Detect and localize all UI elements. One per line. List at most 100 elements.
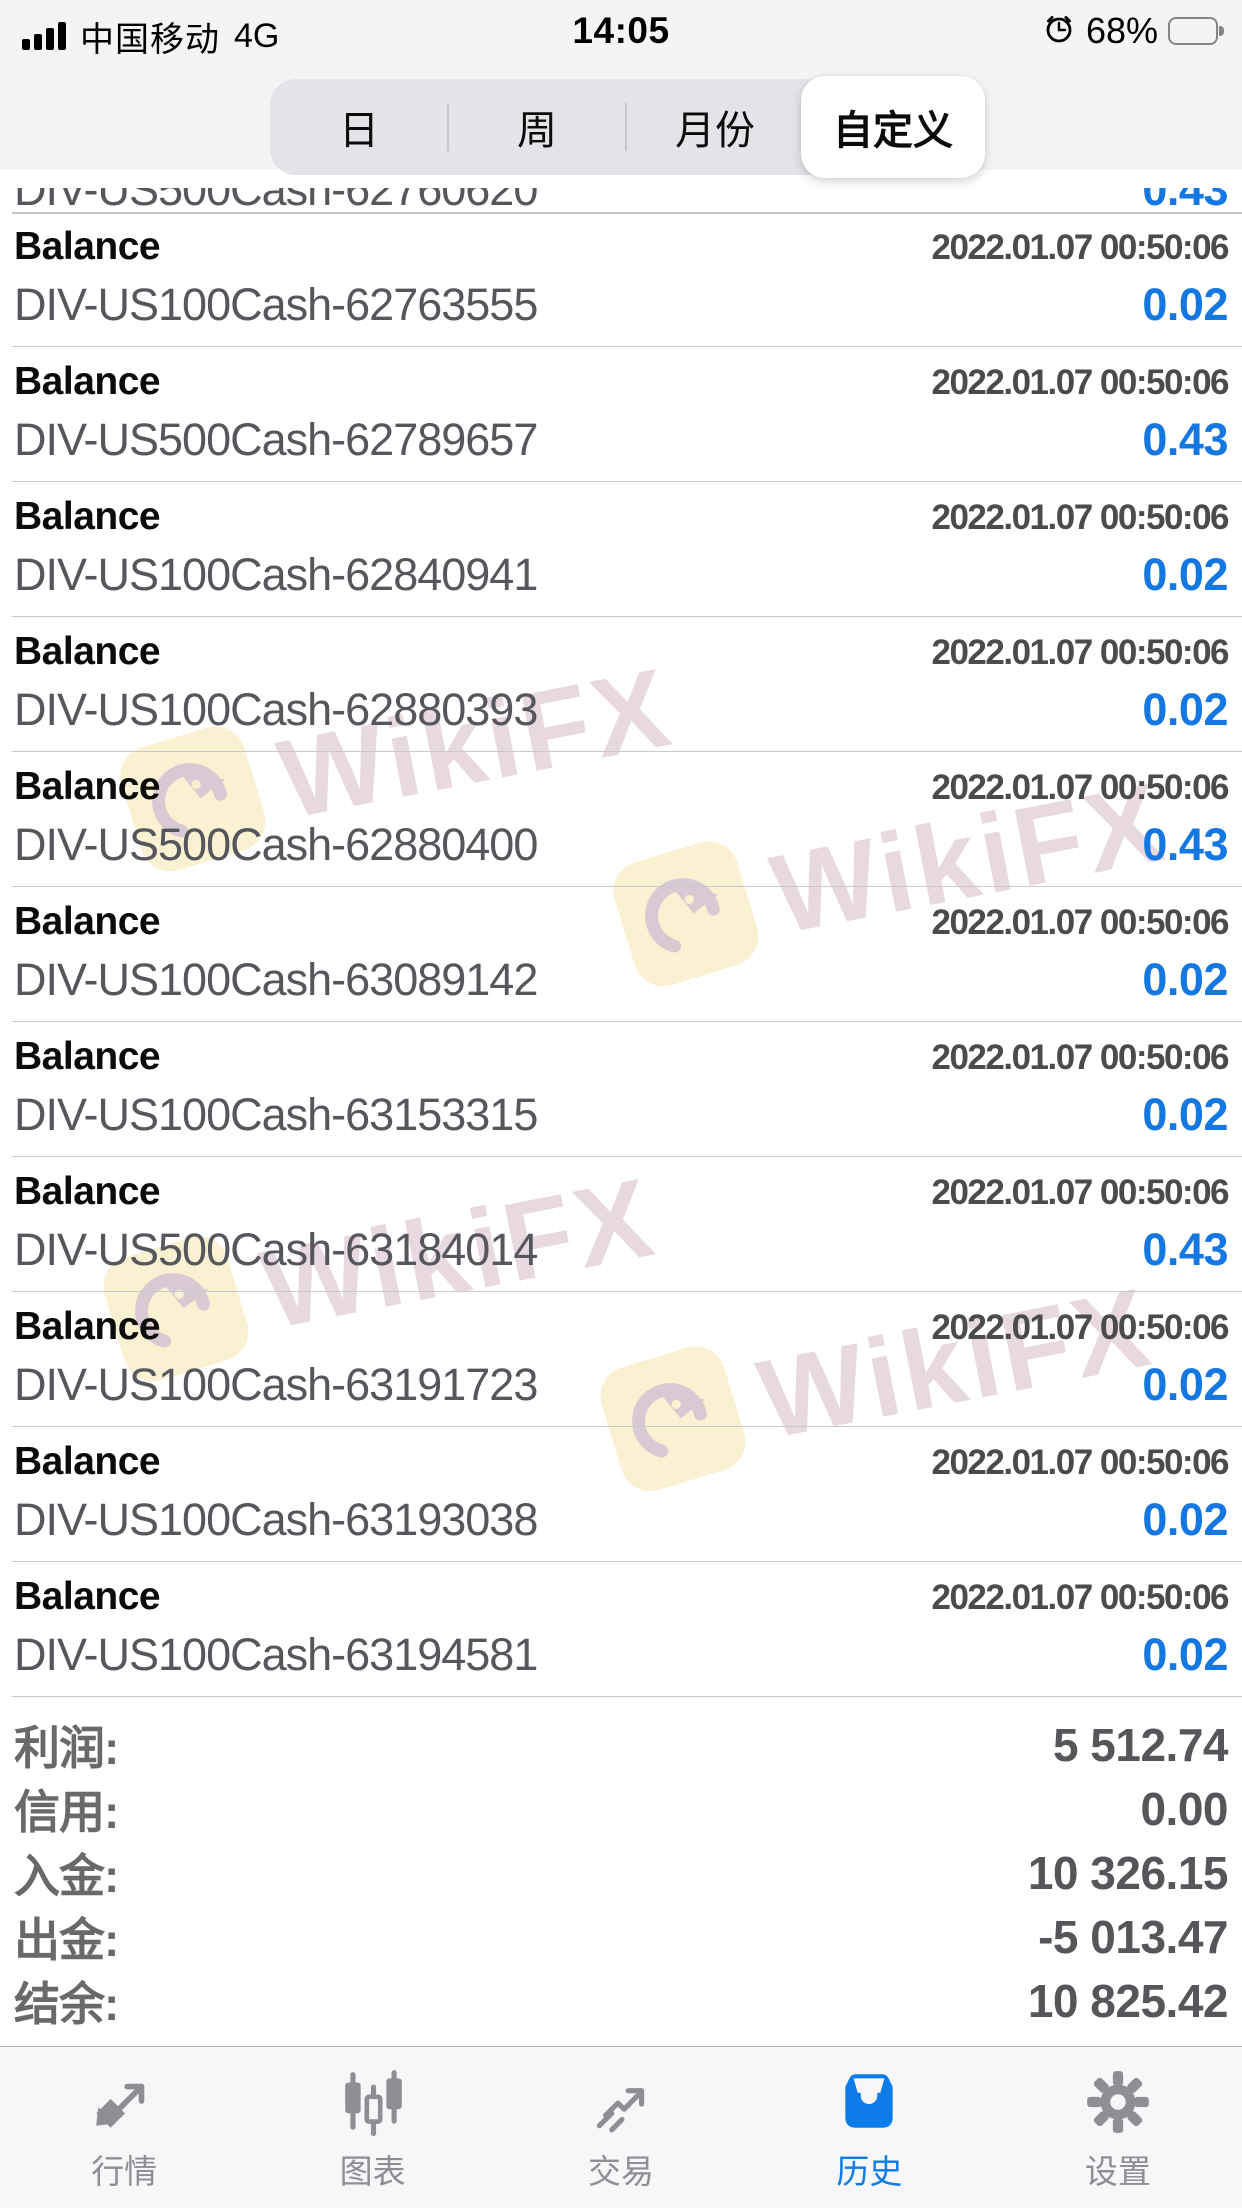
- header: 中国移动 4G 14:05 68%: [0, 0, 1242, 178]
- network-type-label: 4G: [234, 17, 280, 55]
- segment-divider: [447, 103, 449, 151]
- row-datetime: 2022.01.07 00:50:06: [931, 363, 1230, 402]
- row-value: 0.43: [1142, 414, 1228, 465]
- row-value: 0.02: [1142, 1629, 1228, 1680]
- summary-label: 信用:: [14, 1786, 119, 1838]
- candlestick-chart-icon: [332, 2061, 414, 2143]
- battery-icon: [1168, 17, 1224, 45]
- summary-label: 利润:: [14, 1722, 119, 1774]
- summary-value: 10 326.15: [1027, 1847, 1229, 1899]
- row-datetime: 2022.01.07 00:50:06: [931, 228, 1230, 267]
- row-ticket: DIV-US100Cash-63193038: [14, 1494, 538, 1545]
- status-bar: 中国移动 4G 14:05 68%: [0, 0, 1242, 62]
- summary-label: 入金:: [14, 1850, 119, 1902]
- row-value: 0.02: [1142, 954, 1228, 1005]
- tab-history[interactable]: 历史: [745, 2047, 993, 2208]
- signal-strength-icon: [22, 21, 66, 52]
- summary-line: 利润: 5 512.74: [14, 1713, 1229, 1777]
- history-row-clipped[interactable]: DIV-US500Cash-62760620 0.43: [0, 188, 1242, 212]
- row-ticket: DIV-US500Cash-62789657: [14, 414, 538, 465]
- summary-label: 结余:: [14, 1978, 119, 2030]
- row-ticket: DIV-US100Cash-63191723: [14, 1359, 538, 1410]
- row-type: Balance: [14, 1170, 161, 1213]
- bottom-tab-bar: 行情 图表: [0, 2046, 1242, 2208]
- quotes-arrows-icon: [83, 2061, 165, 2143]
- tab-settings[interactable]: 设置: [994, 2047, 1242, 2208]
- summary-line: 信用: 0.00: [14, 1777, 1228, 1841]
- row-value: 0.43: [1142, 188, 1228, 212]
- row-type: Balance: [14, 495, 161, 538]
- account-summary: 利润: 5 512.74 信用: 0.00 入金: 10 326.15 出金: …: [0, 1697, 1242, 2046]
- trade-arrow-icon: [580, 2061, 662, 2143]
- row-datetime: 2022.01.07 00:50:06: [931, 903, 1230, 942]
- history-row[interactable]: Balance 2022.01.07 00:50:06 DIV-US100Cas…: [0, 1292, 1242, 1427]
- row-type: Balance: [14, 1035, 161, 1078]
- history-row[interactable]: Balance 2022.01.07 00:50:06 DIV-US100Cas…: [0, 1022, 1242, 1157]
- row-datetime: 2022.01.07 00:50:06: [931, 1038, 1230, 1077]
- tab-charts[interactable]: 图表: [248, 2047, 496, 2208]
- summary-value: -5 013.47: [1038, 1911, 1228, 1963]
- period-segmented-control: 日 周 月份 自定义: [270, 76, 985, 178]
- tab-trade[interactable]: 交易: [497, 2047, 745, 2208]
- row-datetime: 2022.01.07 00:50:06: [931, 1443, 1230, 1482]
- row-ticket: DIV-US100Cash-62840941: [14, 549, 538, 600]
- tab-quotes[interactable]: 行情: [0, 2047, 248, 2208]
- row-type: Balance: [14, 1575, 161, 1618]
- row-datetime: 2022.01.07 00:50:06: [931, 498, 1230, 537]
- selected-segment-thumb: [801, 76, 985, 178]
- row-type: Balance: [14, 1305, 161, 1348]
- tab-label: 历史: [836, 2153, 903, 2190]
- history-row[interactable]: Balance 2022.01.07 00:50:06 DIV-US100Cas…: [0, 617, 1242, 752]
- history-row[interactable]: Balance 2022.01.07 00:50:06 DIV-US500Cas…: [0, 1157, 1242, 1292]
- row-type: Balance: [14, 630, 161, 673]
- row-ticket: DIV-US100Cash-62880393: [14, 684, 538, 735]
- tab-label: 图表: [339, 2153, 406, 2190]
- row-value: 0.02: [1142, 1494, 1228, 1545]
- gear-icon: [1077, 2061, 1159, 2143]
- tab-custom[interactable]: 自定义: [833, 109, 953, 153]
- battery-percent-label: 68%: [1085, 10, 1158, 51]
- tab-day[interactable]: 日: [339, 109, 379, 153]
- row-ticket: DIV-US500Cash-62760620: [14, 188, 538, 212]
- row-type: Balance: [14, 225, 161, 268]
- tab-month[interactable]: 月份: [675, 109, 755, 153]
- row-ticket: DIV-US500Cash-62880400: [14, 819, 538, 870]
- row-value: 0.02: [1142, 279, 1228, 330]
- clock-label: 14:05: [572, 10, 670, 51]
- row-datetime: 2022.01.07 00:50:06: [931, 768, 1230, 807]
- history-row[interactable]: Balance 2022.01.07 00:50:06 DIV-US100Cas…: [0, 1562, 1242, 1697]
- history-row[interactable]: Balance 2022.01.07 00:50:06 DIV-US500Cas…: [0, 752, 1242, 887]
- row-type: Balance: [14, 900, 161, 943]
- tab-label: 行情: [91, 2153, 158, 2190]
- divider: [12, 212, 1242, 214]
- row-ticket: DIV-US100Cash-63153315: [14, 1089, 538, 1140]
- row-value: 0.02: [1142, 684, 1228, 735]
- row-value: 0.43: [1142, 819, 1228, 870]
- row-datetime: 2022.01.07 00:50:06: [931, 633, 1230, 672]
- segment-divider: [625, 103, 627, 151]
- history-row[interactable]: Balance 2022.01.07 00:50:06 DIV-US500Cas…: [0, 347, 1242, 482]
- summary-label: 出金:: [14, 1914, 119, 1966]
- summary-line: 入金: 10 326.15: [14, 1841, 1229, 1905]
- row-ticket: DIV-US100Cash-63194581: [14, 1629, 538, 1680]
- history-row[interactable]: Balance 2022.01.07 00:50:06 DIV-US100Cas…: [0, 212, 1242, 347]
- history-box-icon: [828, 2061, 910, 2143]
- row-value: 0.43: [1142, 1224, 1228, 1275]
- tab-label: 设置: [1084, 2153, 1151, 2190]
- row-type: Balance: [14, 360, 161, 403]
- history-rows: Balance 2022.01.07 00:50:06 DIV-US100Cas…: [0, 212, 1242, 1697]
- history-row[interactable]: Balance 2022.01.07 00:50:06 DIV-US100Cas…: [0, 887, 1242, 1022]
- tab-week[interactable]: 周: [517, 109, 557, 153]
- history-row[interactable]: Balance 2022.01.07 00:50:06 DIV-US100Cas…: [0, 1427, 1242, 1562]
- row-ticket: DIV-US100Cash-63089142: [14, 954, 538, 1005]
- alarm-clock-icon: [1042, 12, 1076, 51]
- row-ticket: DIV-US100Cash-62763555: [14, 279, 538, 330]
- carrier-label: 中国移动: [80, 21, 220, 59]
- row-type: Balance: [14, 765, 161, 808]
- row-value: 0.02: [1142, 549, 1228, 600]
- history-row[interactable]: Balance 2022.01.07 00:50:06 DIV-US100Cas…: [0, 482, 1242, 617]
- row-datetime: 2022.01.07 00:50:06: [931, 1578, 1230, 1617]
- summary-value: 10 825.42: [1027, 1975, 1229, 2027]
- row-value: 0.02: [1142, 1359, 1228, 1410]
